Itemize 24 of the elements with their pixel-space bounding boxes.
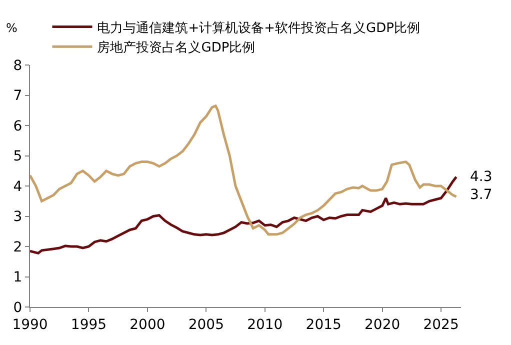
y-tick-label: 0 — [13, 300, 22, 316]
y-tick-label: 5 — [13, 148, 22, 165]
y-tick-label: 2 — [13, 239, 22, 256]
y-tick-label: 7 — [13, 88, 22, 104]
legend-label: 电力与通信建筑+计算机设备+软件投资占名义GDP比例 — [97, 20, 420, 36]
line-series — [30, 176, 458, 254]
x-tick-label: 1995 — [70, 316, 107, 333]
x-tick-label: 2010 — [247, 316, 283, 333]
x-tick-label: 2000 — [130, 316, 166, 333]
line-series — [30, 104, 458, 236]
annotation: 3.7 — [470, 187, 492, 203]
y-tick-label: 3 — [13, 209, 22, 226]
y-tick-label: 1 — [13, 270, 22, 286]
x-tick-label: 2020 — [364, 316, 400, 333]
y-tick-label: 4 — [13, 178, 22, 195]
x-tick-label: 2015 — [306, 316, 342, 333]
y-tick-label: 6 — [13, 118, 22, 134]
x-tick-label: 2025 — [423, 316, 459, 333]
y-tick-label: 8 — [13, 58, 22, 74]
annotation: 4.3 — [470, 169, 492, 185]
legend-label: 房地产投资占名义GDP比例 — [97, 40, 256, 56]
x-tick-label: 2005 — [188, 316, 224, 333]
y-axis-title: % — [6, 21, 18, 35]
x-tick-label: 1990 — [12, 316, 48, 333]
